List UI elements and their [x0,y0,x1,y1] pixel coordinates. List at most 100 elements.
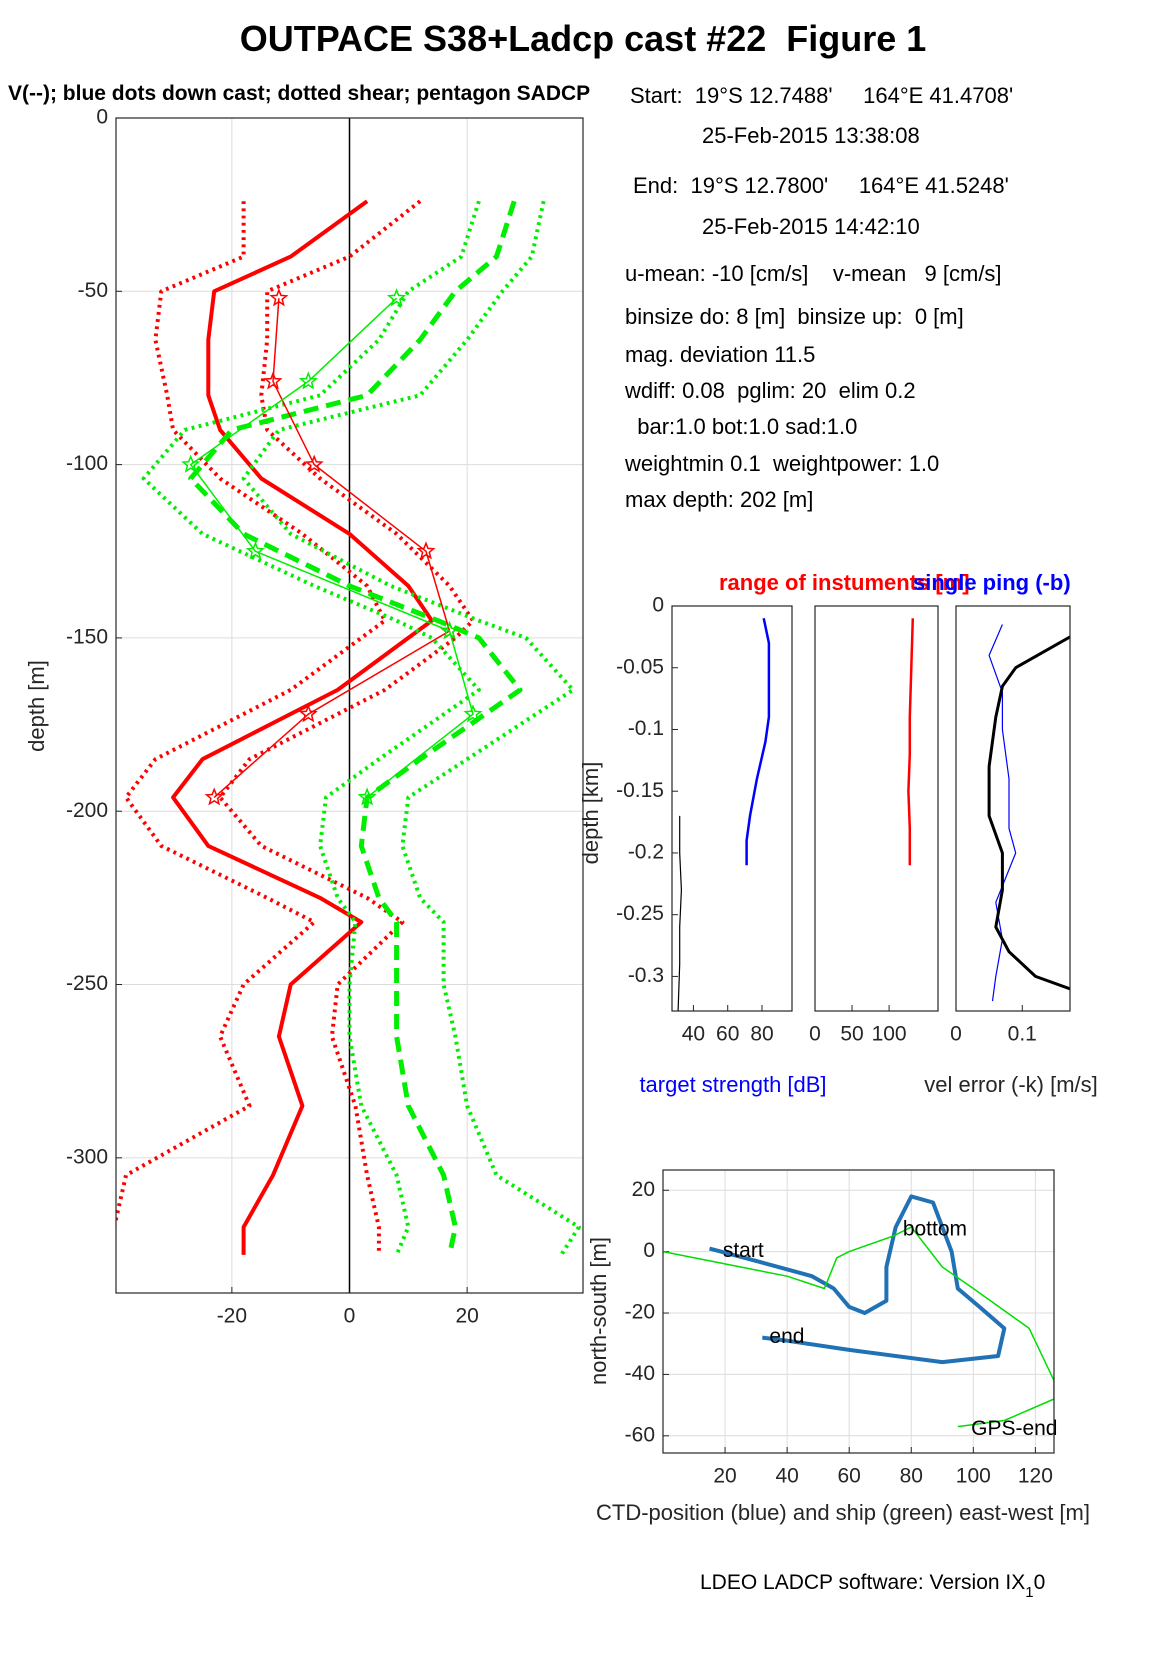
x-tick-label: 80 [900,1465,923,1488]
x-tick-label: 20 [713,1465,736,1488]
marker [416,541,436,560]
x-tick-label: 20 [455,1305,478,1328]
y-tick-label: -0.15 [616,779,664,802]
x-tick-label: 60 [838,1465,861,1488]
info-line: u-mean: -10 [cm/s] v-mean 9 [cm/s] [625,261,1002,286]
series-line [141,200,481,1256]
y-tick-label: -200 [66,799,108,822]
footer-text: LDEO LADCP software: Version IX [700,1571,1025,1594]
x-tick-label: 100 [956,1465,991,1488]
annotation: end [769,1325,804,1348]
marker [245,541,265,560]
axes-box [671,605,793,1012]
annotation: start [723,1239,764,1262]
info-line: max depth: 202 [m] [625,487,813,512]
series-line [213,298,451,798]
y-tick-label: -0.2 [628,840,664,863]
y-tick-label: -300 [66,1145,108,1168]
plot-area [815,606,938,1011]
y-tick-label: -0.1 [628,717,664,740]
axes-box [115,117,584,1294]
footer: LDEO LADCP software: Version IX10 [700,1571,1045,1601]
y-axis-label: depth [m] [24,660,49,752]
series-line [663,1226,1054,1428]
subtitle: V(--); blue dots down cast; dotted shear… [8,82,590,105]
y-tick-label: -100 [66,452,108,475]
axes: 40 60 80 0 -0.05 -0.1 -0.15 -0.2 -0.25 -0.3 depth … [578,594,827,1097]
marker [439,620,460,640]
series-line [241,200,581,1256]
y-tick-label: -0.05 [616,655,664,678]
series-line [988,624,1017,1002]
x-tick-label: 100 [872,1023,907,1046]
axes: 0 0.1 single ping (-b) vel error (-k) [m/s] [913,570,1098,1097]
marker [204,787,224,806]
y-tick-label: 0 [652,594,664,617]
marker [263,371,283,390]
y-tick-label: -0.3 [628,964,664,987]
plot-content [907,618,915,866]
series-line [987,635,1070,991]
x-tick-label: 0 [950,1023,962,1046]
marker [298,704,318,723]
panel-title: range of instuments [m] [719,570,970,595]
x-tick-label: -20 [217,1305,247,1328]
x-tick-label: 0 [809,1023,821,1046]
plot-content [116,118,581,1293]
info-line: Start: 19°S 12.7488' 164°E 41.4708' [630,83,1013,108]
axes: 20 40 60 80 100 120 20 0 -20 -40 -60 start bottom end… [586,1169,1090,1525]
x-tick-label: 120 [1018,1465,1053,1488]
y-axis-label: depth [km] [578,762,603,865]
marker [357,787,377,806]
plot-content [677,618,771,1011]
x-tick-label: 40 [682,1023,705,1046]
panel-title: single ping (-b) [913,570,1071,595]
axes-box [955,605,1071,1012]
x-tick-label: 50 [840,1023,863,1046]
y-tick-label: 20 [632,1178,655,1201]
annotation: bottom [903,1218,967,1241]
x-tick-label: 0 [344,1305,356,1328]
y-tick-label: -60 [625,1423,655,1446]
marker [269,288,289,307]
series-line [708,1194,1007,1365]
series-line [745,618,771,866]
x-tick-label: 40 [775,1465,798,1488]
x-axis-label: CTD-position (blue) and ship (green) eas… [596,1500,1090,1525]
figure-title: OUTPACE S38+Ladcp cast #22 Figure 1 [240,18,927,59]
info-line: mag. deviation 11.5 [625,342,815,367]
axes-box [814,605,939,1012]
y-tick-label: 0 [96,106,108,129]
plot-content [663,1194,1054,1428]
plot-area [672,606,792,1011]
info-line: binsize do: 8 [m] binsize up: 0 [m] [625,304,964,329]
series-line [171,199,434,1255]
info-line: 25-Feb-2015 14:42:10 [702,214,920,239]
y-tick-label: -150 [66,625,108,648]
info-line: weightmin 0.1 weightpower: 1.0 [624,451,939,476]
footer-after: 0 [1034,1571,1046,1594]
x-tick-label: 0.1 [1008,1023,1037,1046]
info-line: End: 19°S 12.7800' 164°E 41.5248' [633,173,1009,198]
plot-content [987,624,1070,1002]
y-tick-label: -0.25 [616,902,664,925]
x-tick-label: 60 [716,1023,739,1046]
plot-area [956,606,1070,1011]
y-tick-label: -40 [625,1362,655,1385]
series-line [116,201,387,1255]
y-axis-label: north-south [m] [586,1237,611,1385]
y-tick-label: -20 [625,1301,655,1324]
x-axis-label: target strength [dB] [639,1072,826,1097]
marker [181,454,201,473]
footer-sub: 1 [1025,1584,1033,1601]
axes-box [662,1169,1055,1454]
marker [304,454,324,473]
series-line [677,815,682,1011]
y-tick-label: 0 [643,1239,655,1262]
axes: 0 50 100 range of instuments [m] [719,570,970,1046]
info-line: bar:1.0 bot:1.0 sad:1.0 [625,414,857,439]
marker [386,288,407,307]
marker [298,371,318,390]
